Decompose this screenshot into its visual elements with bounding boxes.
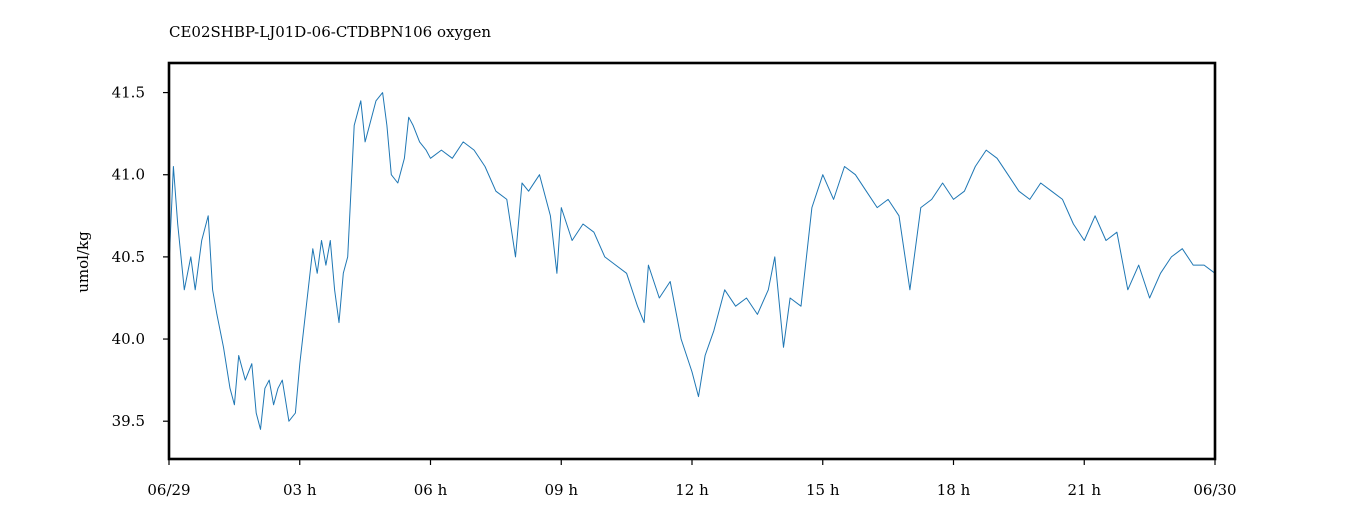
y-axis-label: umol/kg	[74, 231, 92, 293]
x-tick-label: 18 h	[937, 481, 971, 499]
x-tick-label: 06/30	[1193, 481, 1236, 499]
y-tick-label: 40.5	[112, 248, 145, 266]
x-axis: 06/29 03 h 06 h 09 h 12 h 15 h 18 h 21 h 06/30	[147, 459, 1237, 499]
x-tick-label: 06 h	[414, 481, 448, 499]
x-tick-label: 15 h	[806, 481, 840, 499]
x-tick-label: 12 h	[675, 481, 709, 499]
x-tick-label: 06/29	[147, 481, 190, 499]
y-tick-label: 41.0	[112, 166, 145, 184]
x-tick-label: 21 h	[1067, 481, 1101, 499]
oxygen-series-line	[168, 92, 1216, 430]
plot-area	[168, 92, 1216, 430]
x-tick-label: 03 h	[283, 481, 317, 499]
plot-frame	[167, 61, 1217, 461]
y-axis: 39.5 40.0 40.5 41.0 41.5	[112, 84, 169, 430]
y-tick-label: 39.5	[112, 412, 145, 430]
y-tick-label: 41.5	[112, 84, 145, 102]
chart-title: CE02SHBP-LJ01D-06-CTDBPN106 oxygen	[169, 23, 491, 41]
y-tick-label: 40.0	[112, 330, 145, 348]
x-tick-label: 09 h	[544, 481, 578, 499]
